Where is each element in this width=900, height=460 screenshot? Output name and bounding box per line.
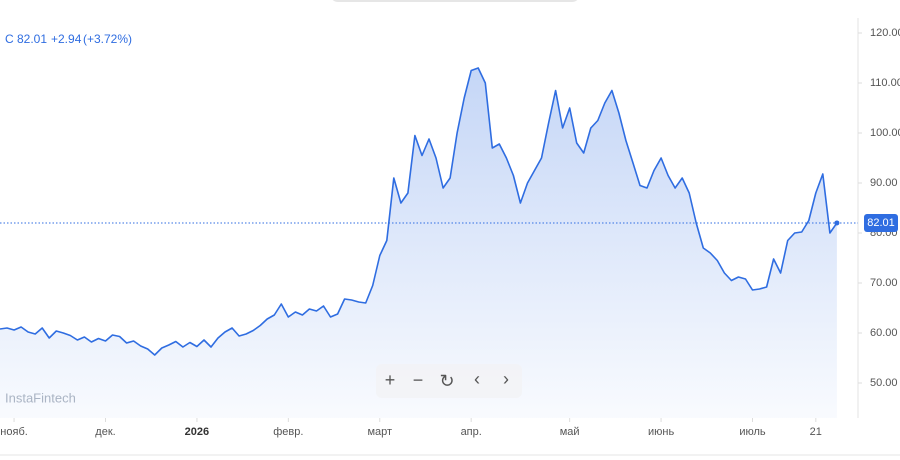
plot [0, 67, 840, 418]
y-tick-label: 70.00 [870, 277, 898, 289]
header: C 82.01 +2.94 (+3.72%) [5, 32, 132, 46]
symbol: C [5, 32, 14, 46]
scroll-right-button[interactable]: › [503, 369, 509, 389]
x-tick-label: март [367, 426, 392, 438]
x-tick-label: апр. [461, 426, 482, 438]
watermark: InstaFintech [5, 390, 76, 405]
y-tick-label: 50.00 [870, 377, 898, 389]
y-tick-label: 110.00 [870, 77, 900, 89]
x-tick-label: июль [739, 426, 766, 438]
y-tick-label: 90.00 [870, 177, 898, 189]
y-tick-label: 60.00 [870, 327, 898, 339]
top-bar [332, 0, 578, 2]
change: +2.94 [51, 32, 82, 46]
y-tick-label: 120.00 [870, 27, 900, 39]
x-tick-label: июнь [648, 426, 674, 438]
zoom-in-button[interactable]: + [385, 370, 396, 390]
x-tick-label: 21 [810, 426, 822, 438]
area [0, 68, 837, 418]
last-price-label: 82.01 [867, 217, 895, 229]
x-tick-label: 2026 [185, 426, 209, 438]
change-pct: (+3.72%) [83, 32, 132, 46]
scroll-left-button[interactable]: ‹ [474, 369, 480, 389]
y-tick-label: 100.00 [870, 127, 900, 139]
last-price-marker [864, 213, 898, 232]
last-price: 82.01 [17, 32, 47, 46]
x-tick-label: май [560, 426, 580, 438]
x-tick-label: дек. [95, 426, 115, 438]
toolbar-bg [376, 364, 522, 398]
toolbar: + − ↻ ‹ › [376, 364, 522, 398]
x-tick-label: нояб. [0, 426, 28, 438]
x-tick-label: февр. [273, 426, 303, 438]
reset-button[interactable]: ↻ [439, 371, 454, 391]
price-line [0, 67, 838, 356]
zoom-out-button[interactable]: − [413, 370, 424, 390]
